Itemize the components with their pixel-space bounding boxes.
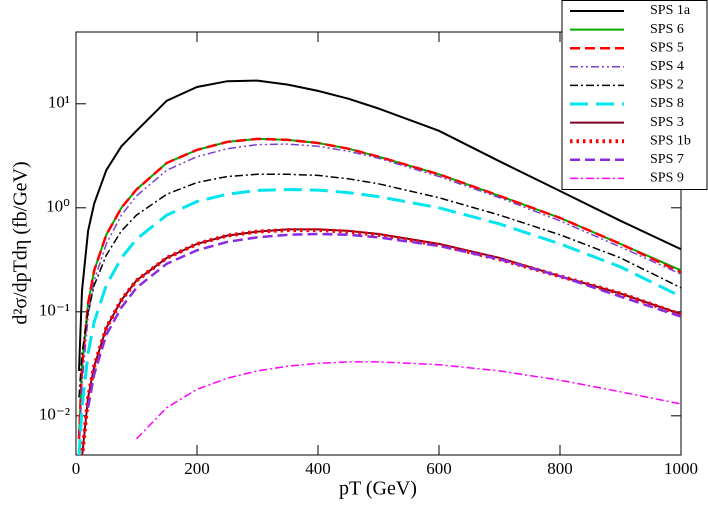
- legend-label: SPS 2: [650, 78, 684, 93]
- x-axis-label: pT (GeV): [339, 478, 417, 500]
- legend-label: SPS 3: [650, 115, 684, 130]
- y-axis-label: d²σ/dpTdη (fb/GeV): [10, 161, 32, 324]
- legend-label: SPS 1b: [650, 133, 691, 148]
- series-line: [77, 187, 681, 455]
- series-line: [78, 79, 681, 371]
- legend-label: SPS 1a: [650, 3, 691, 18]
- series-line: [81, 228, 681, 455]
- y-tick-label: 10¹: [48, 93, 70, 112]
- series-line: [78, 173, 681, 398]
- legend-label: SPS 5: [650, 40, 684, 55]
- series-line: [77, 137, 681, 439]
- legend-label: SPS 9: [650, 171, 684, 186]
- series-line: [78, 143, 681, 455]
- y-tick-label: 10⁰: [46, 197, 70, 216]
- x-tick-label: 0: [72, 459, 81, 478]
- legend-label: SPS 4: [650, 59, 684, 74]
- series-line: [80, 228, 681, 455]
- series-line: [86, 232, 681, 408]
- plot-frame: [75, 31, 682, 456]
- legend-box: [561, 0, 708, 190]
- y-tick-label: 10⁻¹: [39, 301, 70, 320]
- x-tick-label: 800: [547, 459, 573, 478]
- series-line: [135, 361, 681, 440]
- x-tick-label: 400: [305, 459, 331, 478]
- y-tick-label: 10⁻²: [39, 405, 70, 424]
- x-tick-label: 600: [426, 459, 452, 478]
- plot-area: [77, 79, 681, 455]
- legend-label: SPS 7: [650, 152, 684, 167]
- x-tick-label: 1000: [664, 459, 698, 478]
- legend-label: SPS 6: [650, 22, 684, 37]
- legend-label: SPS 8: [650, 96, 684, 111]
- x-tick-label: 200: [184, 459, 210, 478]
